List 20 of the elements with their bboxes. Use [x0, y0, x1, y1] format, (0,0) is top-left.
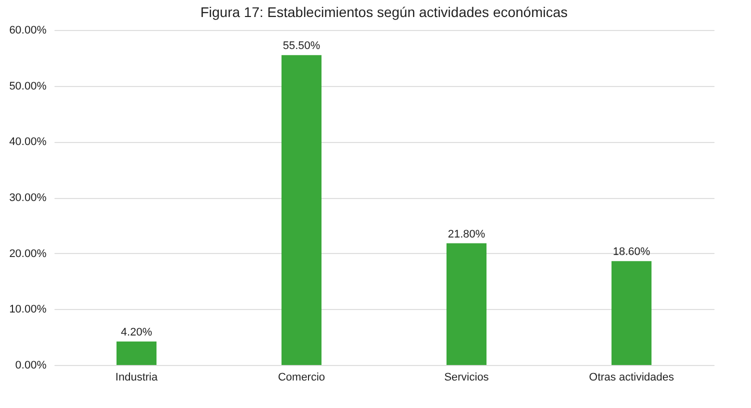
x-tick-label: Otras actividades: [589, 372, 674, 384]
y-tick-label: 60.00%: [9, 24, 47, 36]
x-tick-label: Industria: [115, 372, 158, 384]
y-tick-label: 0.00%: [15, 360, 47, 372]
y-tick-label: 30.00%: [9, 192, 47, 204]
x-tick-label: Servicios: [444, 372, 490, 384]
y-tick-label: 20.00%: [9, 248, 47, 260]
bar: [282, 55, 322, 365]
x-tick-label: Comercio: [278, 372, 326, 384]
bar: [612, 261, 652, 365]
bar: [446, 243, 486, 365]
data-label: 55.50%: [282, 40, 320, 52]
data-label: 21.80%: [448, 228, 486, 240]
data-label: 4.20%: [120, 326, 152, 339]
y-tick-label: 40.00%: [9, 136, 47, 148]
data-label: 18.60%: [612, 246, 650, 258]
bar: [116, 342, 156, 365]
y-tick-label: 50.00%: [9, 80, 47, 92]
chart-title: Figura 17: Establecimientos según actividades económicas: [200, 4, 568, 20]
y-tick-label: 10.00%: [9, 304, 47, 316]
